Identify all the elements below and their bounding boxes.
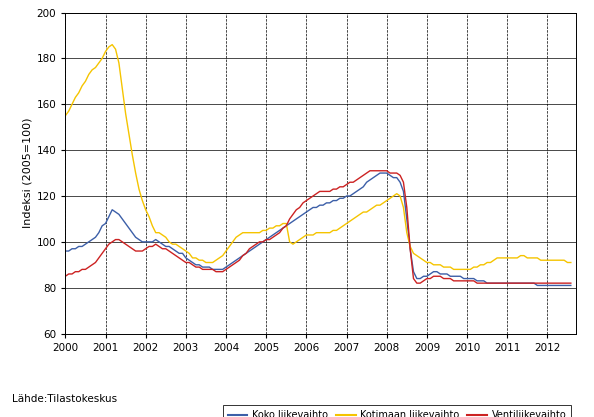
- Kotimaan liikevaihto: [239, 230, 247, 235]
- Kotimaan liikevaihto: [62, 113, 69, 118]
- Kotimaan liikevaihto: [109, 42, 116, 47]
- Koko liikevaihto: [567, 283, 574, 288]
- Koko liikevaihto: [139, 239, 146, 244]
- Line: Ventiliikevaihto: Ventiliikevaihto: [65, 171, 571, 283]
- Ventiliikevaihto: [393, 171, 400, 176]
- Koko liikevaihto: [78, 244, 86, 249]
- Line: Kotimaan liikevaihto: Kotimaan liikevaihto: [65, 45, 571, 269]
- Ventiliikevaihto: [236, 258, 243, 263]
- Koko liikevaihto: [377, 171, 384, 176]
- Ventiliikevaihto: [139, 249, 146, 254]
- Line: Koko liikevaihto: Koko liikevaihto: [65, 173, 571, 286]
- Koko liikevaihto: [236, 255, 243, 260]
- Koko liikevaihto: [534, 283, 541, 288]
- Koko liikevaihto: [62, 249, 69, 254]
- Ventiliikevaihto: [403, 205, 410, 210]
- Kotimaan liikevaihto: [567, 260, 574, 265]
- Ventiliikevaihto: [567, 281, 574, 286]
- Ventiliikevaihto: [413, 281, 421, 286]
- Ventiliikevaihto: [78, 267, 86, 272]
- Kotimaan liikevaihto: [403, 230, 410, 235]
- Kotimaan liikevaihto: [192, 255, 200, 260]
- Koko liikevaihto: [403, 216, 410, 221]
- Koko liikevaihto: [189, 260, 196, 265]
- Ventiliikevaihto: [62, 274, 69, 279]
- Kotimaan liikevaihto: [142, 207, 149, 212]
- Kotimaan liikevaihto: [450, 267, 457, 272]
- Koko liikevaihto: [393, 175, 400, 180]
- Kotimaan liikevaihto: [393, 191, 400, 196]
- Y-axis label: Indeksi (2005=100): Indeksi (2005=100): [23, 118, 33, 228]
- Text: Lähde:Tilastokeskus: Lähde:Tilastokeskus: [12, 394, 117, 404]
- Legend: Koko liikevaihto, Kotimaan liikevaihto, Ventiliikevaihto: Koko liikevaihto, Kotimaan liikevaihto, …: [223, 405, 571, 417]
- Ventiliikevaihto: [189, 262, 196, 267]
- Ventiliikevaihto: [366, 168, 374, 173]
- Kotimaan liikevaihto: [78, 83, 86, 88]
